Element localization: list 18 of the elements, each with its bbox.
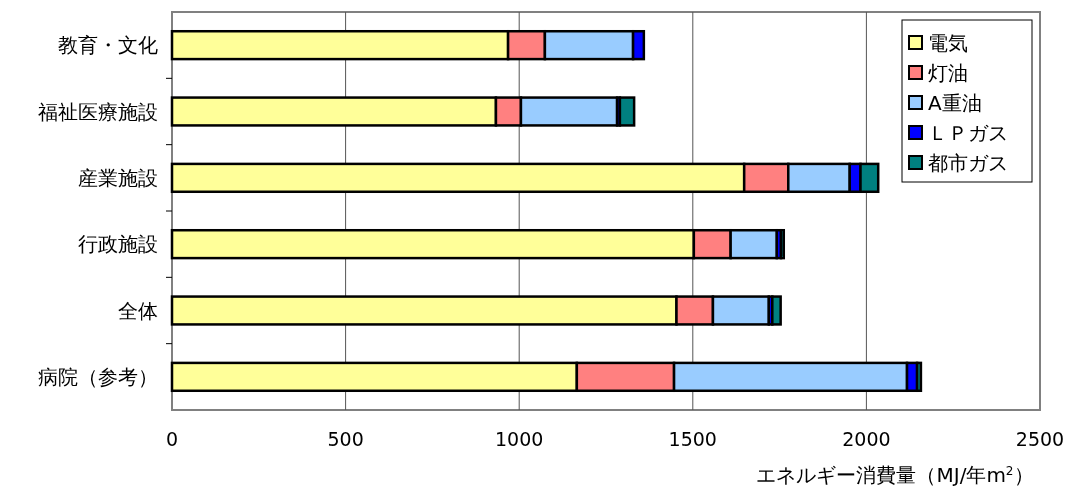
y-tick-label: 教育・文化: [58, 33, 158, 58]
y-tick-label: 全体: [118, 298, 158, 323]
y-tick-label: 産業施設: [78, 165, 158, 190]
legend-label: 都市ガス: [928, 151, 1008, 175]
y-tick-label: 行政施設: [78, 232, 158, 257]
legend-label: A重油: [928, 91, 982, 115]
x-tick-label: 1000: [495, 428, 544, 450]
y-tick-label: 病院（参考）: [38, 364, 158, 389]
y-tick-label: 福祉医療施設: [38, 99, 158, 124]
legend-label: 電気: [928, 31, 968, 55]
x-tick-label: 0: [165, 428, 179, 450]
x-tick-label: 2000: [842, 428, 891, 450]
x-tick-label: 500: [327, 428, 364, 450]
x-axis-title: エネルギー消費量（MJ/年m$^{2}$）: [756, 463, 1034, 487]
legend-label: ＬＰガス: [928, 121, 1008, 145]
x-tick-label: 1500: [668, 428, 717, 450]
x-tick-label: 2500: [1015, 428, 1065, 450]
legend-label: 灯油: [928, 61, 968, 85]
